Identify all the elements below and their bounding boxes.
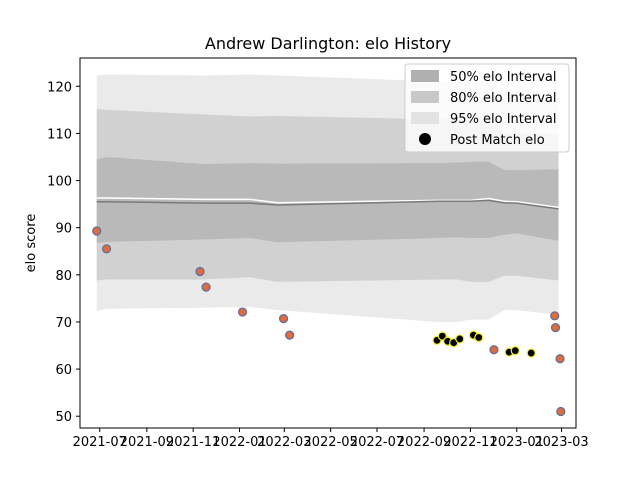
post-match-point — [278, 314, 289, 324]
post-match-point — [237, 307, 248, 317]
y-tick-label: 90 — [55, 222, 72, 237]
x-tick-label: 2023-01 — [490, 435, 544, 450]
post-match-point — [526, 348, 536, 358]
y-tick-label: 50 — [55, 410, 72, 425]
y-tick-label: 100 — [47, 175, 72, 190]
legend-label-95: 95% elo Interval — [450, 112, 557, 127]
post-match-point — [474, 332, 484, 343]
legend-label-50: 50% elo Interval — [450, 70, 557, 85]
x-tick-label: 2021-11 — [166, 435, 220, 450]
x-tick-label: 2022-07 — [350, 435, 404, 450]
band-50-area — [96, 156, 559, 243]
chart-title: Andrew Darlington: elo History — [205, 34, 451, 53]
y-tick-label: 120 — [47, 80, 72, 95]
x-tick-label: 2022-01 — [212, 435, 266, 450]
x-tick-label: 2022-11 — [443, 435, 497, 450]
post-match-point — [455, 334, 465, 344]
y-tick-label: 80 — [55, 269, 72, 284]
legend-swatch-80 — [411, 91, 439, 103]
post-match-point — [556, 406, 566, 417]
y-tick-label: 70 — [55, 316, 72, 331]
y-axis-label: elo score — [24, 214, 39, 273]
x-tick-label: 2023-03 — [534, 435, 588, 450]
x-tick-label: 2022-03 — [257, 435, 311, 450]
y-axis: 50 60 70 80 90 100 110 120 — [47, 80, 80, 425]
legend-marker-post-match — [419, 133, 431, 145]
post-match-point — [555, 354, 565, 364]
y-tick-label: 60 — [55, 363, 72, 378]
x-tick-label: 2022-09 — [397, 435, 451, 450]
post-match-points — [92, 226, 566, 417]
legend: 50% elo Interval 80% elo Interval 95% el… — [404, 63, 570, 153]
x-tick-label: 2021-07 — [73, 435, 127, 450]
upper-estimate-line — [96, 197, 559, 209]
post-match-point — [101, 244, 112, 254]
post-match-point — [510, 346, 520, 356]
legend-label-post-match: Post Match elo — [450, 133, 545, 148]
x-axis: 2021-072021-092021-112022-012022-032022-… — [73, 428, 589, 450]
post-match-point — [92, 226, 102, 236]
legend-swatch-95 — [411, 112, 439, 124]
post-match-point — [285, 330, 295, 340]
mean-elo-line — [96, 199, 559, 210]
x-tick-label: 2022-05 — [303, 435, 357, 450]
elo-lines — [96, 197, 559, 210]
legend-swatch-50 — [411, 70, 439, 82]
plot-frame — [79, 57, 577, 429]
post-match-point — [489, 345, 499, 355]
post-match-point — [550, 311, 560, 321]
y-tick-label: 110 — [47, 127, 72, 142]
post-match-point — [201, 282, 211, 292]
x-tick-label: 2021-09 — [120, 435, 174, 450]
post-match-point — [550, 323, 561, 333]
legend-label-80: 80% elo Interval — [450, 91, 557, 106]
legend-box — [404, 63, 570, 153]
post-match-point — [195, 266, 205, 277]
